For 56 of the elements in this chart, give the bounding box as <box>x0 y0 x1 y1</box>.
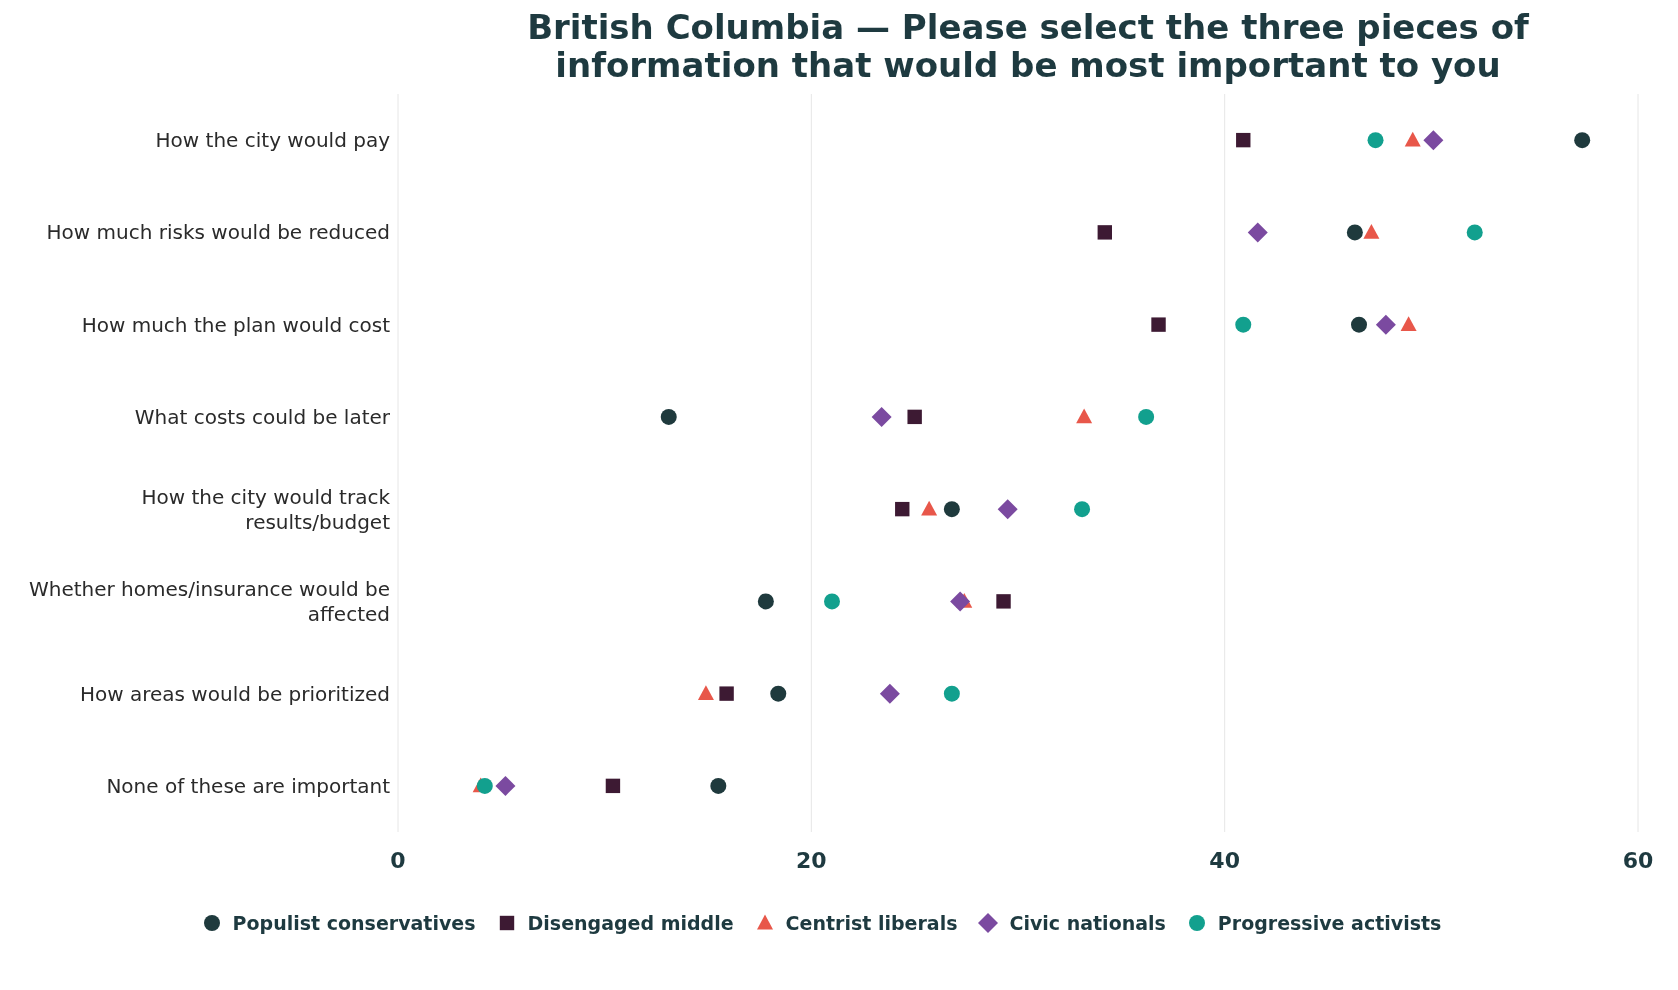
point <box>907 409 922 425</box>
point <box>996 594 1011 609</box>
chart-title: British Columbia — Please select the three pieces of information that would be most important to you <box>526 7 1530 85</box>
legend-label: Populist conservatives <box>231 912 476 934</box>
point <box>1375 314 1396 335</box>
point <box>943 501 960 518</box>
point <box>950 591 971 612</box>
point <box>1236 132 1251 148</box>
point <box>879 683 900 704</box>
point <box>921 500 938 516</box>
legend-label: Centrist liberals <box>784 912 958 934</box>
point <box>895 501 910 517</box>
point <box>997 499 1018 520</box>
y-tick-label: How the city would pay <box>155 128 391 153</box>
x-tick-label: 40 <box>1209 847 1240 873</box>
x-tick-label: 60 <box>1622 847 1654 873</box>
point <box>1423 130 1444 151</box>
x-tick-label: 20 <box>796 847 827 873</box>
point <box>719 686 734 701</box>
point <box>605 778 621 794</box>
legend-label: Civic nationals <box>1008 912 1166 934</box>
point <box>476 777 493 794</box>
point <box>1404 131 1421 147</box>
point <box>1076 408 1093 424</box>
y-tick-label: How areas would be prioritized <box>80 681 390 706</box>
legend-label: Progressive activists <box>1216 912 1442 934</box>
y-tick-label: How the city would track results/budget <box>141 484 391 534</box>
y-tick-label: Whether homes/insurance would be affected <box>28 576 390 626</box>
point <box>871 406 892 427</box>
point <box>1363 223 1380 239</box>
point <box>1247 222 1268 243</box>
point <box>757 593 774 610</box>
point <box>1074 501 1091 518</box>
point <box>1097 225 1112 240</box>
point <box>660 408 677 425</box>
y-tick-label: How much the plan would cost <box>81 312 391 337</box>
point <box>770 685 787 702</box>
legend-label: Disengaged middle <box>526 912 734 934</box>
point <box>1346 224 1363 241</box>
point <box>1367 132 1384 149</box>
point <box>943 685 960 702</box>
point <box>1235 316 1252 333</box>
y-tick-label: None of these are important <box>106 773 391 798</box>
point <box>824 593 840 610</box>
point <box>1574 132 1591 149</box>
y-tick-label: What costs could be later <box>134 404 391 429</box>
point <box>495 775 516 796</box>
point <box>1151 317 1166 332</box>
point <box>1400 316 1417 332</box>
x-tick-label: 0 <box>390 847 406 873</box>
point <box>1466 224 1483 241</box>
point <box>710 777 727 794</box>
point <box>697 685 714 701</box>
point <box>1138 408 1155 425</box>
point <box>1351 316 1367 333</box>
y-tick-label: How much risks would be reduced <box>46 220 390 245</box>
